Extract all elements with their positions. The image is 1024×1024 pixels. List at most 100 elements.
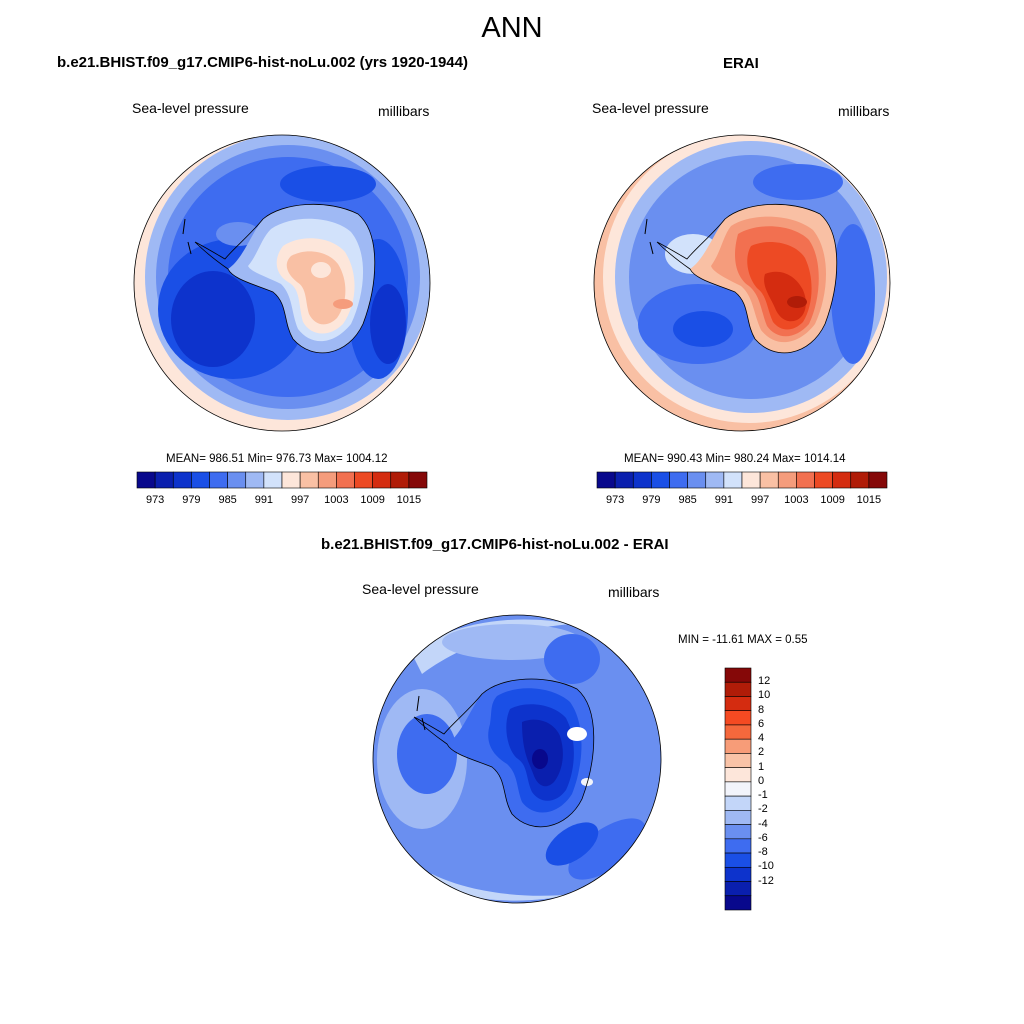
panel1-colorbar-swatch: [209, 471, 228, 489]
panel3-colorbar-tick-label: -10: [758, 860, 774, 873]
panel1-colorbar-tick-label: 997: [290, 494, 310, 506]
panel2-colorbar-swatch: [868, 471, 888, 489]
panel3-colorbar-swatch: [724, 795, 752, 811]
panel3-colorbar-swatch: [724, 866, 752, 882]
panel2-colorbar-swatch: [814, 471, 833, 489]
panel2-variable-label: Sea-level pressure: [592, 100, 709, 116]
panel3-colorbar-swatch: [724, 696, 752, 712]
panel3-colorbar-tick-label: 10: [758, 689, 771, 702]
panel2-colorbar-swatch: [723, 471, 743, 489]
panel3-colorbar-tick-label: 4: [758, 732, 765, 745]
panel3-colorbar-swatch: [724, 767, 752, 783]
panel1-map: [133, 134, 431, 432]
figure-title: ANN: [481, 12, 543, 44]
panel2-units-label: millibars: [838, 103, 890, 119]
panel2-colorbar-swatch: [759, 471, 779, 489]
panel3-colorbar-swatch: [724, 710, 752, 726]
panel3-colorbar-tick-label: -12: [758, 874, 774, 887]
panel3-colorbar-ticks: 12 10 8 6 4 2 1 0 -1 -2 -4 -6 -8 -10 -12: [758, 668, 798, 910]
panel2-colorbar-ticks: 973 979 985 991 997 1003 1009 1015: [597, 494, 887, 508]
panel2-colorbar-swatch: [596, 471, 616, 489]
panel1-colorbar: [136, 471, 428, 489]
panel3-colorbar-tick-label: -2: [758, 803, 768, 816]
panel1-colorbar-swatch: [372, 471, 392, 489]
panel1-colorbar-swatch: [191, 471, 210, 489]
panel2-colorbar-tick-label: 979: [642, 494, 661, 506]
panel1-title: b.e21.BHIST.f09_g17.CMIP6-hist-noLu.002 …: [57, 54, 468, 71]
panel2-colorbar: [596, 471, 888, 489]
panel1-colorbar-swatch: [336, 471, 355, 489]
panel3-colorbar-swatch: [724, 824, 752, 840]
panel2-colorbar-swatch: [796, 471, 815, 489]
panel1-variable-label: Sea-level pressure: [132, 100, 249, 116]
panel1-colorbar-tick-label: 985: [218, 494, 237, 506]
panel2-colorbar-tick-label: 1015: [856, 494, 882, 506]
panel3-units-label: millibars: [608, 584, 660, 600]
panel3-colorbar-tick-label: -1: [758, 789, 768, 802]
panel1-colorbar-tick-label: 991: [254, 494, 274, 506]
panel3-colorbar-swatch: [724, 781, 752, 797]
panel3-colorbar-swatch: [724, 881, 752, 897]
panel3-colorbar-swatch: [724, 681, 752, 697]
panel2-colorbar-swatch: [705, 471, 725, 489]
panel1-colorbar-swatch: [281, 471, 301, 489]
panel1-colorbar-swatch: [136, 471, 156, 489]
panel3-colorbar-tick-label: 12: [758, 675, 771, 688]
panel1-colorbar-swatch: [299, 471, 319, 489]
panel1-colorbar-swatch: [408, 471, 428, 489]
panel2-colorbar-tick-label: 985: [678, 494, 697, 506]
panel3-variable-label: Sea-level pressure: [362, 581, 479, 597]
panel2-colorbar-swatch: [832, 471, 852, 489]
panel2-colorbar-swatch: [632, 471, 652, 489]
panel3-colorbar-swatch: [724, 895, 752, 911]
panel1-colorbar-tick-label: 1015: [396, 494, 422, 506]
panel1-colorbar-tick-label: 973: [145, 494, 165, 506]
panel2-title: ERAI: [723, 55, 759, 72]
panel2-colorbar-swatch: [651, 471, 670, 489]
panel1-colorbar-swatch: [227, 471, 247, 489]
panel1-colorbar-swatch: [245, 471, 265, 489]
panel1-units-label: millibars: [378, 103, 430, 119]
panel3-colorbar-tick-label: 2: [758, 746, 765, 759]
panel1-colorbar-swatch: [172, 471, 192, 489]
panel2-colorbar-tick-label: 991: [714, 494, 734, 506]
panel3-colorbar-swatch: [724, 838, 752, 854]
panel3-stats: MIN = -11.61 MAX = 0.55: [678, 634, 808, 646]
panel3-colorbar: [724, 667, 752, 911]
panel3-colorbar-swatch: [724, 724, 752, 740]
panel3-colorbar-tick-label: -4: [758, 817, 768, 830]
panel1-colorbar-swatch: [390, 471, 410, 489]
panel2-colorbar-swatch: [777, 471, 797, 489]
panel3-colorbar-tick-label: -8: [758, 846, 768, 859]
panel1-colorbar-ticks: 973 979 985 991 997 1003 1009 1015: [137, 494, 427, 508]
panel3-title: b.e21.BHIST.f09_g17.CMIP6-hist-noLu.002 …: [321, 536, 669, 553]
panel2-colorbar-tick-label: 973: [605, 494, 625, 506]
panel3-colorbar-tick-label: 6: [758, 717, 765, 730]
panel2-stats: MEAN= 990.43 Min= 980.24 Max= 1014.14: [624, 453, 846, 465]
panel1-stats: MEAN= 986.51 Min= 976.73 Max= 1004.12: [166, 453, 388, 465]
panel3-colorbar-swatch: [724, 738, 752, 754]
panel2-colorbar-swatch: [614, 471, 634, 489]
panel2-colorbar-tick-label: 1009: [820, 494, 845, 506]
panel3-colorbar-tick-label: 8: [758, 703, 765, 716]
panel3-colorbar-tick-label: 0: [758, 774, 765, 787]
panel2-colorbar-swatch: [669, 471, 688, 489]
panel3-colorbar-swatch: [724, 753, 752, 768]
panel2-colorbar-tick-label: 1003: [784, 494, 809, 506]
panel1-colorbar-tick-label: 979: [182, 494, 201, 506]
panel1-colorbar-swatch: [263, 471, 283, 489]
panel1-colorbar-swatch: [154, 471, 174, 489]
panel1-colorbar-tick-label: 1009: [360, 494, 385, 506]
panel2-colorbar-swatch: [850, 471, 870, 489]
panel3-colorbar-tick-label: 1: [758, 760, 765, 773]
panel3-colorbar-tick-label: -6: [758, 831, 768, 844]
panel2-colorbar-swatch: [687, 471, 707, 489]
panel2-colorbar-tick-label: 997: [750, 494, 770, 506]
panel3-colorbar-swatch: [724, 667, 752, 683]
panel3-colorbar-swatch: [724, 810, 752, 825]
panel3-map: [372, 614, 662, 904]
panel2-map: [593, 134, 891, 432]
panel1-colorbar-swatch: [317, 471, 337, 489]
panel1-colorbar-swatch: [354, 471, 373, 489]
panel1-colorbar-tick-label: 1003: [324, 494, 349, 506]
